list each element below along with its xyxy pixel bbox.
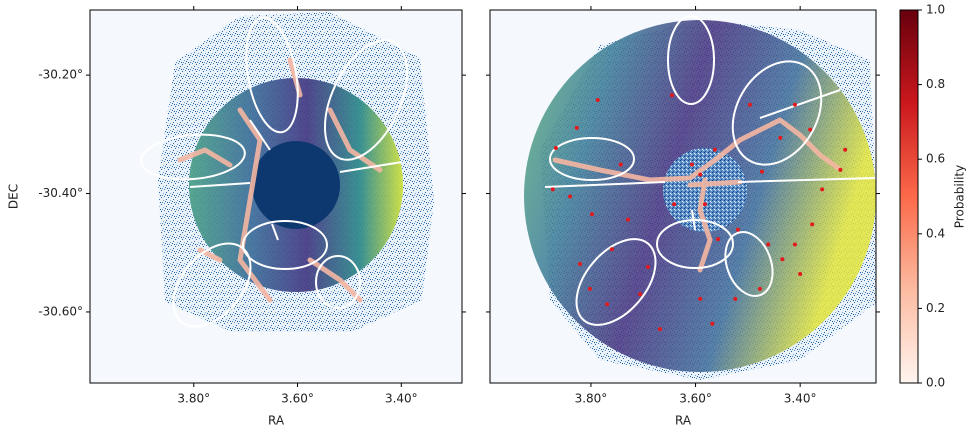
point xyxy=(716,237,720,241)
point xyxy=(590,212,594,216)
point xyxy=(646,265,650,269)
point xyxy=(760,170,764,174)
point xyxy=(605,302,609,306)
x-tick-label: 3.80° xyxy=(177,392,210,406)
x-tick-label: 3.40° xyxy=(385,392,418,406)
x-tick-label: 3.80° xyxy=(575,392,608,406)
point xyxy=(808,128,812,132)
point xyxy=(672,202,676,206)
colorbar xyxy=(900,10,918,383)
point xyxy=(793,242,797,246)
point xyxy=(793,103,797,107)
point xyxy=(610,247,614,251)
point xyxy=(596,98,600,102)
page: {"chart_data": [ {"type": "image", "xlab… xyxy=(0,0,968,430)
point xyxy=(703,202,707,206)
point xyxy=(690,163,694,167)
point xyxy=(810,222,814,226)
point xyxy=(710,322,714,326)
point xyxy=(698,173,702,177)
point xyxy=(626,218,630,222)
point xyxy=(568,195,572,199)
masked-center xyxy=(252,141,340,229)
point xyxy=(838,168,842,172)
y-tick-label: -30.20° xyxy=(38,68,83,82)
colorbar-tick-label: 0.4 xyxy=(926,226,945,240)
point xyxy=(578,262,582,266)
point xyxy=(778,136,782,140)
point xyxy=(638,292,642,296)
point xyxy=(798,272,802,276)
figure: 3.80° 3.60° 3.40° RA -30.20° -30.40° -30.60° DE… xyxy=(0,0,968,430)
point xyxy=(820,187,824,191)
colorbar-label: Probability xyxy=(953,165,967,228)
heatmap-disk xyxy=(524,16,880,380)
colorbar-tick-label: 0.0 xyxy=(926,376,945,390)
point xyxy=(588,287,592,291)
colorbar-tick-label: 0.6 xyxy=(926,152,945,166)
point xyxy=(766,242,770,246)
colorbar-tick-label: 1.0 xyxy=(926,3,945,17)
point xyxy=(670,93,674,97)
point xyxy=(551,187,555,191)
y-tick-label: -30.40° xyxy=(38,186,83,200)
x-axis-label: RA xyxy=(675,414,692,428)
y-tick-label: -30.60° xyxy=(38,304,83,318)
point xyxy=(658,327,662,331)
point xyxy=(736,228,740,232)
x-tick-label: 3.60° xyxy=(679,392,712,406)
colorbar-tick-label: 0.8 xyxy=(926,77,945,91)
point xyxy=(575,126,579,130)
colorbar-tick-label: 0.2 xyxy=(926,301,945,315)
point xyxy=(698,297,702,301)
point xyxy=(758,287,762,291)
x-tick-label: 3.60° xyxy=(281,392,314,406)
x-tick-label: 3.40° xyxy=(784,392,817,406)
point xyxy=(843,148,847,152)
x-axis-label: RA xyxy=(268,414,285,428)
point xyxy=(780,257,784,261)
y-axis-label: DEC xyxy=(7,184,21,209)
point xyxy=(748,103,752,107)
point xyxy=(713,148,717,152)
point xyxy=(733,297,737,301)
point xyxy=(554,146,558,150)
point xyxy=(619,163,623,167)
